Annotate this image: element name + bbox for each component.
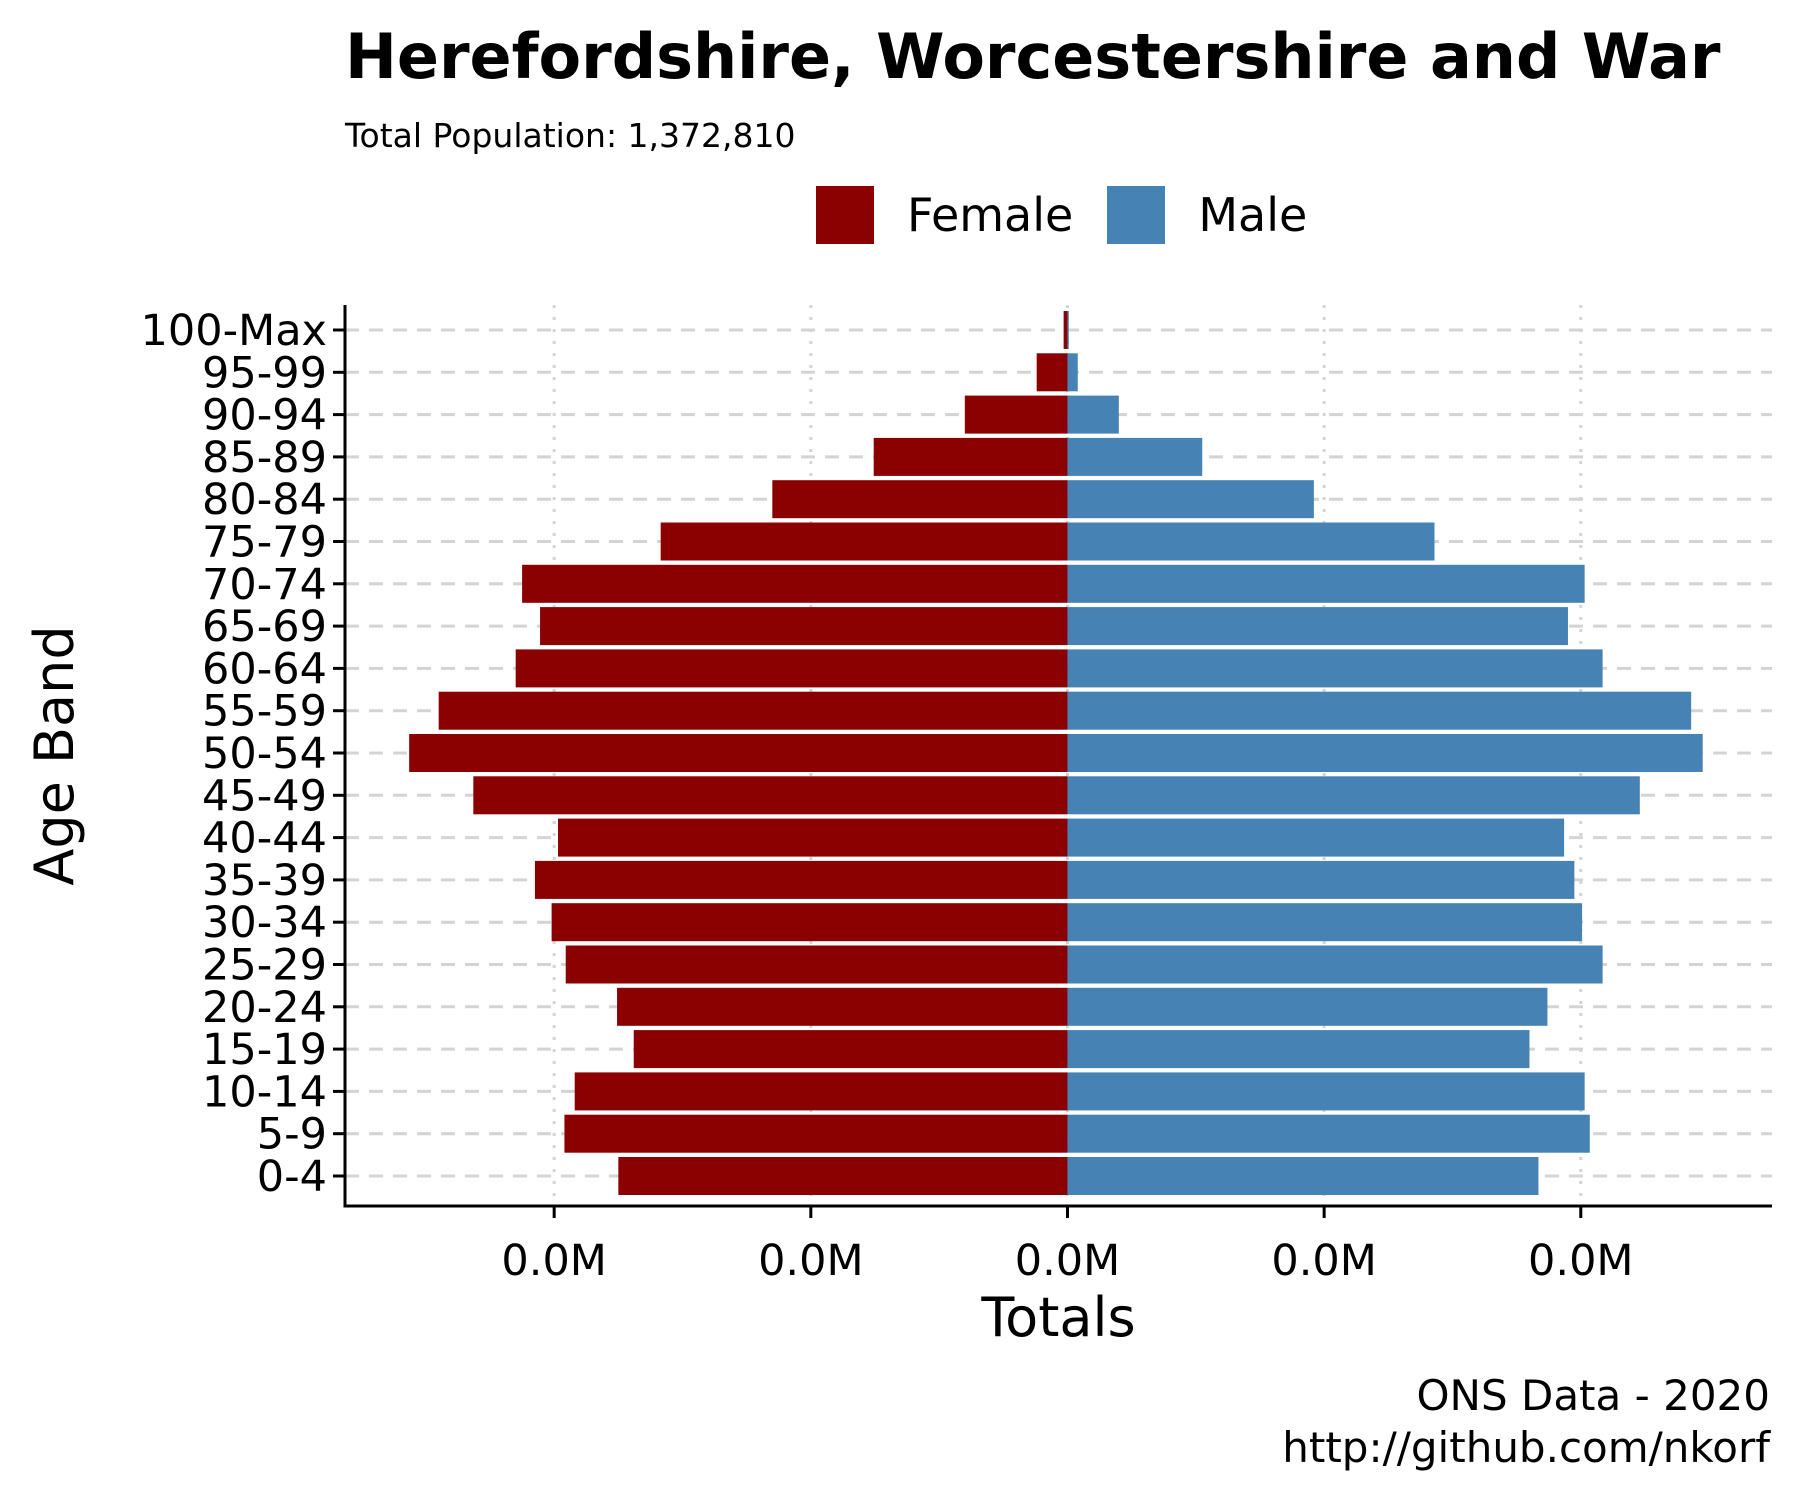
y-tick-label: 30-34 bbox=[202, 898, 327, 948]
y-tick-label: 65-69 bbox=[202, 602, 327, 652]
bar-male-80-84 bbox=[1067, 480, 1314, 519]
bar-female-15-19 bbox=[633, 1030, 1068, 1069]
y-tick-label: 90-94 bbox=[202, 391, 327, 441]
bar-male-10-14 bbox=[1067, 1072, 1585, 1111]
bar-male-75-79 bbox=[1067, 522, 1435, 561]
bar-male-95-99 bbox=[1067, 353, 1078, 392]
y-tick-label: 95-99 bbox=[202, 348, 327, 398]
y-axis-title: Age Band bbox=[23, 625, 86, 885]
chart-subtitle: Total Population: 1,372,810 bbox=[345, 116, 796, 155]
x-tick-label: 0.0M bbox=[758, 1236, 863, 1286]
y-tick-label: 5-9 bbox=[257, 1110, 327, 1160]
axes: 100-Max95-9990-9485-8980-8475-7970-7465-… bbox=[141, 305, 1772, 1286]
bar-female-35-39 bbox=[534, 860, 1068, 899]
bar-female-50-54 bbox=[409, 734, 1068, 772]
bar-male-85-89 bbox=[1067, 437, 1203, 476]
legend-item-male: Male bbox=[1107, 186, 1307, 244]
bar-female-5-9 bbox=[564, 1114, 1068, 1153]
bar-male-50-54 bbox=[1067, 734, 1703, 772]
bar-male-15-19 bbox=[1067, 1030, 1530, 1069]
bar-female-95-99 bbox=[1036, 353, 1068, 392]
caption-source: ONS Data - 2020 bbox=[1416, 1371, 1770, 1420]
bar-male-60-64 bbox=[1067, 649, 1603, 688]
bar-female-60-64 bbox=[515, 649, 1068, 688]
bar-female-75-79 bbox=[660, 522, 1068, 561]
y-tick-label: 20-24 bbox=[202, 983, 327, 1033]
legend-key-male bbox=[1107, 186, 1166, 244]
y-tick-label: 75-79 bbox=[202, 518, 327, 568]
bar-male-70-74 bbox=[1067, 564, 1585, 603]
bar-female-0-4 bbox=[618, 1157, 1068, 1195]
bar-female-70-74 bbox=[522, 564, 1068, 603]
y-tick-label: 80-84 bbox=[202, 475, 327, 525]
y-tick-label: 0-4 bbox=[257, 1152, 327, 1202]
caption-url: http://github.com/nkorf bbox=[1282, 1423, 1770, 1472]
legend-key-female bbox=[816, 186, 874, 244]
y-tick-label: 40-44 bbox=[202, 814, 327, 864]
legend: Female Male bbox=[816, 185, 1341, 245]
y-tick-label: 50-54 bbox=[202, 729, 327, 779]
bar-female-30-34 bbox=[551, 903, 1068, 942]
x-tick-label: 0.0M bbox=[1528, 1236, 1633, 1286]
y-tick-label: 35-39 bbox=[202, 856, 327, 906]
bar-female-45-49 bbox=[473, 776, 1068, 815]
y-tick-label: 85-89 bbox=[202, 433, 327, 483]
y-tick-label: 25-29 bbox=[202, 941, 327, 991]
bar-female-90-94 bbox=[964, 395, 1068, 434]
bar-female-10-14 bbox=[574, 1072, 1068, 1111]
y-tick-label: 55-59 bbox=[202, 687, 327, 737]
x-axis-title: Totals bbox=[980, 1286, 1135, 1349]
bar-female-20-24 bbox=[617, 987, 1068, 1026]
bar-male-5-9 bbox=[1067, 1114, 1590, 1153]
bars bbox=[409, 311, 1703, 1195]
bar-male-40-44 bbox=[1067, 818, 1565, 857]
bar-female-65-69 bbox=[540, 607, 1068, 646]
bar-male-65-69 bbox=[1067, 607, 1568, 646]
bar-female-55-59 bbox=[438, 691, 1068, 730]
bar-female-80-84 bbox=[772, 480, 1068, 519]
legend-label-female: Female bbox=[907, 188, 1074, 242]
x-tick-label: 0.0M bbox=[501, 1236, 606, 1286]
bar-female-25-29 bbox=[565, 945, 1068, 984]
x-tick-label: 0.0M bbox=[1015, 1236, 1120, 1286]
bar-male-20-24 bbox=[1067, 987, 1548, 1026]
caption: ONS Data - 2020 http://github.com/nkorf bbox=[1282, 1370, 1770, 1474]
bar-male-30-34 bbox=[1067, 903, 1583, 942]
legend-item-female: Female bbox=[816, 186, 1073, 244]
chart-title: Herefordshire, Worcestershire and War bbox=[345, 20, 1721, 93]
y-tick-label: 70-74 bbox=[202, 560, 327, 610]
y-tick-label: 100-Max bbox=[141, 306, 328, 356]
bar-male-90-94 bbox=[1067, 395, 1119, 434]
bar-male-0-4 bbox=[1067, 1157, 1539, 1195]
legend-label-male: Male bbox=[1198, 188, 1308, 242]
y-tick-label: 10-14 bbox=[202, 1067, 327, 1117]
bar-male-55-59 bbox=[1067, 691, 1692, 730]
y-tick-label: 15-19 bbox=[202, 1025, 327, 1075]
bar-male-45-49 bbox=[1067, 776, 1640, 815]
bar-female-85-89 bbox=[873, 437, 1068, 476]
bar-female-100-max bbox=[1063, 311, 1068, 349]
x-tick-label: 0.0M bbox=[1271, 1236, 1376, 1286]
bar-male-35-39 bbox=[1067, 860, 1575, 899]
y-tick-label: 45-49 bbox=[202, 771, 327, 821]
bar-male-25-29 bbox=[1067, 945, 1603, 984]
bar-male-100-max bbox=[1067, 311, 1069, 349]
y-tick-label: 60-64 bbox=[202, 644, 327, 694]
bar-female-40-44 bbox=[558, 818, 1068, 857]
